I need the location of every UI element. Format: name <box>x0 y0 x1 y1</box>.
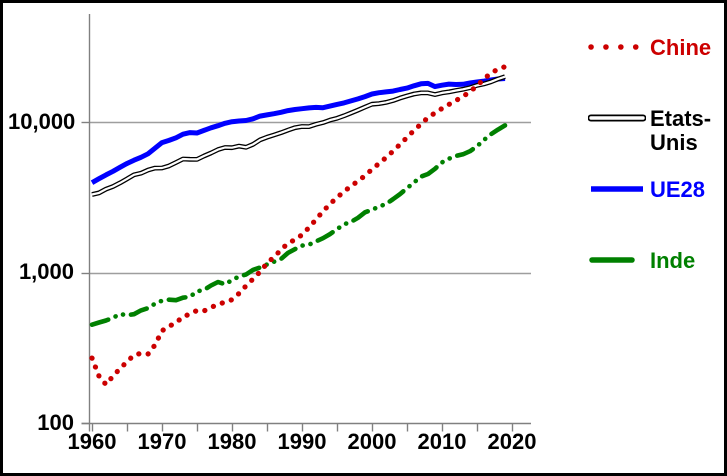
x-tick-label-2000: 2000 <box>347 429 397 454</box>
series-line-inde <box>89 123 508 328</box>
x-tick-label-1970: 1970 <box>137 429 187 454</box>
x-tick-label-1980: 1980 <box>207 429 257 454</box>
x-tick-label-2020: 2020 <box>487 429 537 454</box>
legend-label-chine: Chine <box>650 35 712 60</box>
x-tick-label-1960: 1960 <box>67 429 117 454</box>
legend-label-ue28: UE28 <box>650 177 706 202</box>
chart-legend: Chine Etats-Unis UE28 Inde <box>580 0 725 476</box>
legend-marker-ue28-icon <box>591 186 643 192</box>
legend-marker-etats-unis-icon <box>588 114 646 122</box>
legend-item-etats-unis: Etats-Unis <box>588 107 724 155</box>
legend-marker-chine-icon <box>588 44 646 50</box>
y-tick-label-100: 100 <box>37 410 74 435</box>
legend-marker-inde-icon <box>589 257 635 263</box>
x-tick-label-2010: 2010 <box>417 429 467 454</box>
legend-label-inde: Inde <box>650 248 696 273</box>
series-line-ue28 <box>90 76 506 185</box>
series-line-etats-unis-outer <box>91 74 506 197</box>
legend-item-inde: Inde <box>588 249 724 273</box>
y-tick-label-10000: 10,000 <box>8 109 76 134</box>
legend-label-etats-unis: Etats-Unis <box>650 106 712 155</box>
series-line-etats-unis-inner <box>91 75 506 196</box>
legend-item-ue28: UE28 <box>588 178 724 202</box>
series-line-chine <box>89 64 508 388</box>
legend-item-chine: Chine <box>588 36 724 60</box>
y-tick-label-1000: 1,000 <box>18 259 74 284</box>
x-tick-label-1990: 1990 <box>277 429 327 454</box>
